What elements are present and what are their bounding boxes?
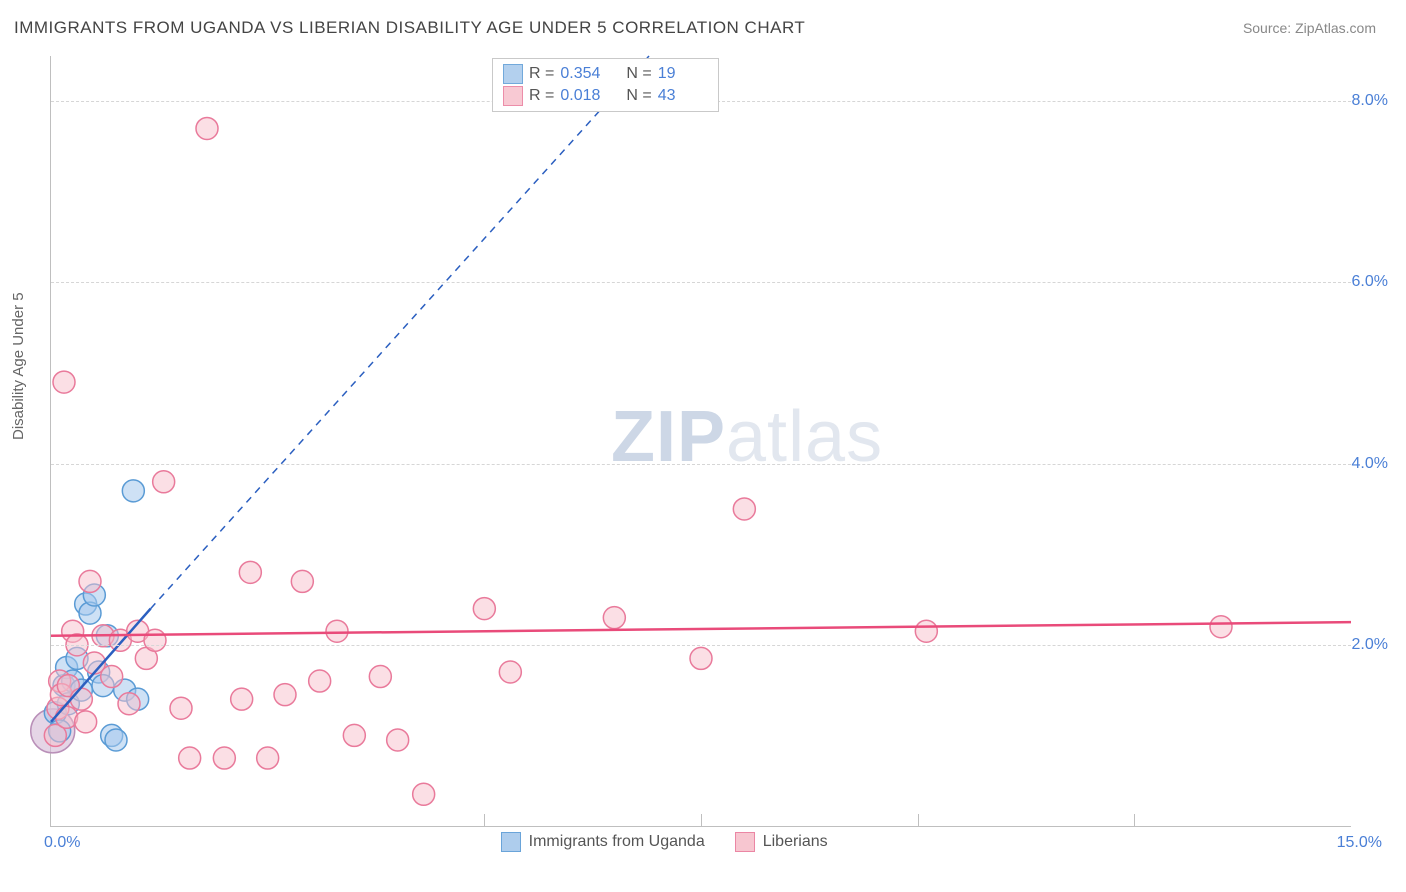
y-tick-label: 8.0%	[1352, 92, 1388, 110]
chart-area: ZIPatlas	[50, 56, 1351, 827]
scatter-point[interactable]	[170, 697, 192, 719]
gridline-v	[1134, 814, 1135, 826]
scatter-point[interactable]	[257, 747, 279, 769]
y-tick-label: 4.0%	[1352, 455, 1388, 473]
scatter-point[interactable]	[387, 729, 409, 751]
scatter-point[interactable]	[70, 688, 92, 710]
scatter-point[interactable]	[122, 480, 144, 502]
x-tick-label: 0.0%	[44, 834, 80, 852]
scatter-point[interactable]	[1210, 616, 1232, 638]
legend-swatch	[503, 64, 523, 84]
y-tick-label: 2.0%	[1352, 636, 1388, 654]
legend-swatch	[735, 832, 755, 852]
scatter-point[interactable]	[473, 598, 495, 620]
scatter-point[interactable]	[326, 620, 348, 642]
scatter-point[interactable]	[343, 724, 365, 746]
scatter-point[interactable]	[291, 570, 313, 592]
series-legend: Immigrants from Uganda Liberians	[501, 832, 828, 852]
scatter-point[interactable]	[101, 666, 123, 688]
scatter-point[interactable]	[105, 729, 127, 751]
n-label: N =	[626, 63, 651, 85]
scatter-point[interactable]	[179, 747, 201, 769]
scatter-point[interactable]	[231, 688, 253, 710]
scatter-point[interactable]	[53, 371, 75, 393]
legend-swatch	[503, 86, 523, 106]
legend-label: Liberians	[763, 833, 828, 851]
legend-swatch	[501, 832, 521, 852]
correlation-legend: R = 0.354 N = 19 R = 0.018 N = 43	[492, 58, 719, 112]
legend-item[interactable]: Immigrants from Uganda	[501, 832, 705, 852]
x-tick-label: 15.0%	[1337, 834, 1382, 852]
scatter-point[interactable]	[196, 117, 218, 139]
scatter-point[interactable]	[274, 684, 296, 706]
gridline-h	[51, 464, 1351, 465]
source-label: Source: ZipAtlas.com	[1243, 20, 1376, 36]
y-axis-label: Disability Age Under 5	[10, 292, 27, 440]
n-value: 19	[658, 63, 708, 85]
scatter-point[interactable]	[75, 711, 97, 733]
scatter-point[interactable]	[309, 670, 331, 692]
scatter-point[interactable]	[239, 561, 261, 583]
scatter-point[interactable]	[369, 666, 391, 688]
gridline-v	[918, 814, 919, 826]
legend-item[interactable]: Liberians	[735, 832, 828, 852]
scatter-point[interactable]	[153, 471, 175, 493]
scatter-point[interactable]	[118, 693, 140, 715]
trend-line-liberians	[51, 622, 1351, 636]
scatter-point[interactable]	[690, 647, 712, 669]
r-value: 0.018	[560, 85, 610, 107]
legend-label: Immigrants from Uganda	[529, 833, 705, 851]
scatter-point[interactable]	[499, 661, 521, 683]
gridline-v	[701, 814, 702, 826]
gridline-v	[484, 814, 485, 826]
scatter-point[interactable]	[79, 570, 101, 592]
scatter-point[interactable]	[213, 747, 235, 769]
trend-line-uganda-dashed	[151, 56, 649, 609]
correlation-legend-row: R = 0.354 N = 19	[503, 63, 708, 85]
r-value: 0.354	[560, 63, 610, 85]
n-label: N =	[626, 85, 651, 107]
scatter-point[interactable]	[733, 498, 755, 520]
scatter-point[interactable]	[56, 706, 78, 728]
scatter-point[interactable]	[144, 629, 166, 651]
plot-svg	[51, 56, 1351, 826]
r-label: R =	[529, 85, 554, 107]
r-label: R =	[529, 63, 554, 85]
scatter-point[interactable]	[603, 607, 625, 629]
scatter-point[interactable]	[915, 620, 937, 642]
gridline-h	[51, 645, 1351, 646]
n-value: 43	[658, 85, 708, 107]
y-tick-label: 6.0%	[1352, 273, 1388, 291]
chart-title: IMMIGRANTS FROM UGANDA VS LIBERIAN DISAB…	[14, 18, 805, 38]
scatter-point[interactable]	[413, 783, 435, 805]
gridline-h	[51, 282, 1351, 283]
correlation-legend-row: R = 0.018 N = 43	[503, 85, 708, 107]
